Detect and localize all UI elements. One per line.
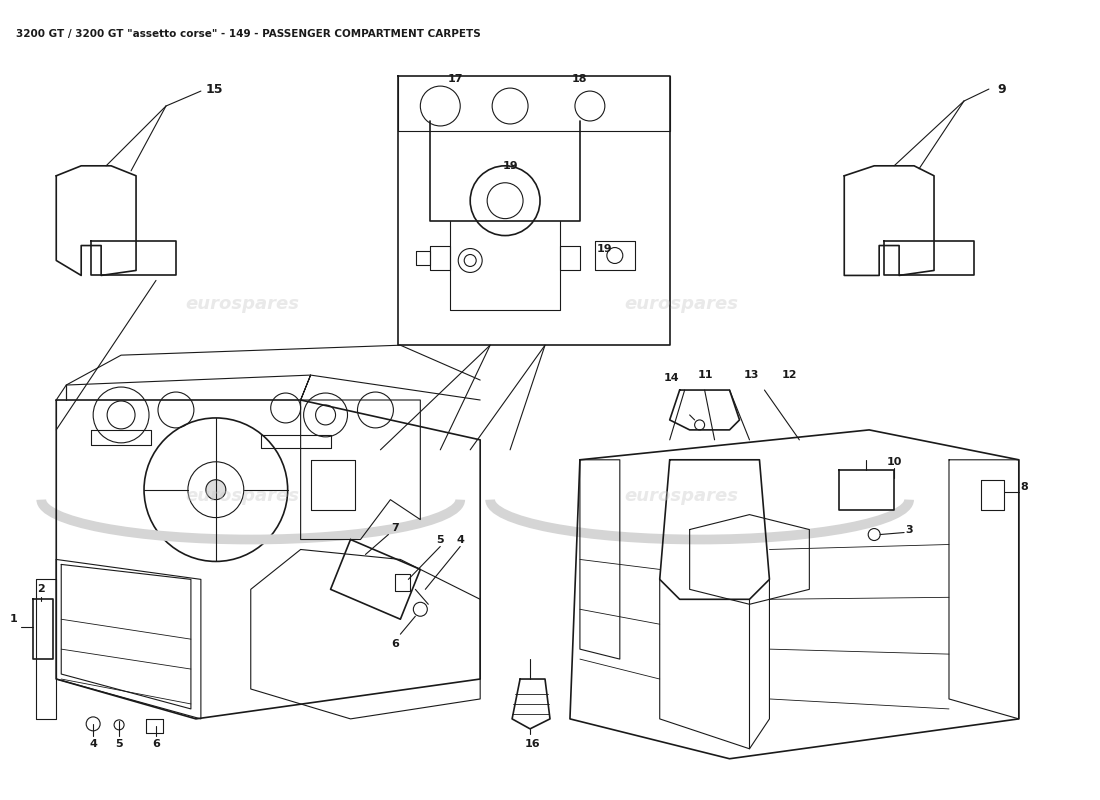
Text: 3: 3 <box>905 525 913 534</box>
Text: 11: 11 <box>697 370 714 380</box>
Text: 18: 18 <box>572 74 587 84</box>
Text: 6: 6 <box>392 639 399 649</box>
Text: 12: 12 <box>782 370 797 380</box>
Text: eurospares: eurospares <box>625 486 739 505</box>
Text: eurospares: eurospares <box>186 295 300 314</box>
Text: eurospares: eurospares <box>186 486 300 505</box>
Text: 14: 14 <box>664 373 680 383</box>
Text: 2: 2 <box>37 584 45 594</box>
Text: 4: 4 <box>456 534 464 545</box>
Text: 10: 10 <box>887 457 902 466</box>
Text: 16: 16 <box>525 739 540 749</box>
Text: 13: 13 <box>744 370 759 380</box>
Text: 19: 19 <box>597 243 613 254</box>
Text: 7: 7 <box>392 522 399 533</box>
Text: 4: 4 <box>89 739 97 749</box>
Text: 19: 19 <box>503 161 518 171</box>
Text: 1: 1 <box>10 614 18 624</box>
Text: 6: 6 <box>152 739 160 749</box>
Text: 5: 5 <box>437 534 444 545</box>
Text: 17: 17 <box>448 74 463 84</box>
Text: eurospares: eurospares <box>625 295 739 314</box>
Text: 3200 GT / 3200 GT "assetto corse" - 149 - PASSENGER COMPARTMENT CARPETS: 3200 GT / 3200 GT "assetto corse" - 149 … <box>16 30 481 39</box>
Circle shape <box>206 480 225 500</box>
Text: 8: 8 <box>1020 482 1027 492</box>
Text: 9: 9 <box>998 82 1006 95</box>
Text: 5: 5 <box>116 739 123 749</box>
Text: 15: 15 <box>205 82 222 95</box>
